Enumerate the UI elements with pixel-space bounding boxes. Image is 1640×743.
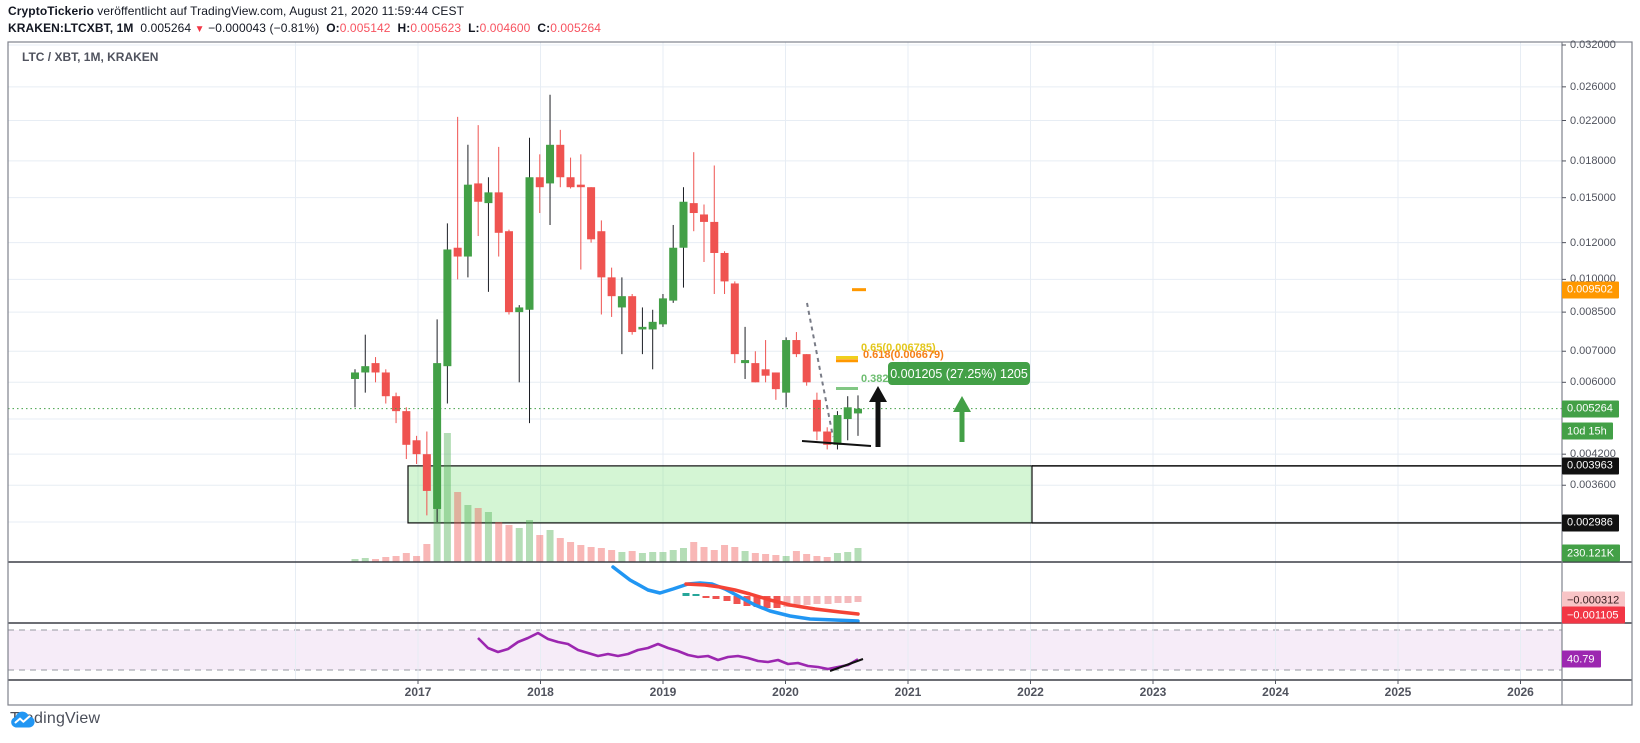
time-axis-year: 2020 (772, 685, 799, 699)
open-label: O: (326, 21, 340, 35)
time-axis-year: 2026 (1507, 685, 1534, 699)
time-axis-year: 2021 (894, 685, 922, 699)
time-axis-year: 2019 (649, 685, 677, 699)
fib-retracement-levels[interactable] (836, 288, 866, 390)
time-axis-year: 2017 (404, 685, 432, 699)
price-axis-badge: −0.000312 (1562, 591, 1626, 609)
time-axis-year: 2025 (1384, 685, 1412, 699)
low-label: L: (468, 21, 480, 35)
high-value: 0.005623 (410, 21, 462, 35)
demand-zone-box[interactable] (407, 465, 1562, 524)
rsi-line (477, 631, 859, 671)
price-axis-badge: 0.005264 (1562, 400, 1619, 418)
open-value: 0.005142 (339, 21, 391, 35)
publisher-name: CryptoTickerio (8, 4, 94, 18)
price-axis-label: 0.012000 (1570, 236, 1616, 249)
axis-ticks (417, 44, 1566, 684)
support-trendline[interactable] (801, 440, 872, 447)
measure-tooltip[interactable]: 0.001205 (27.25%) 1205 (888, 362, 1030, 385)
last-price: 0.005264 (140, 21, 192, 35)
close-value: 0.005264 (550, 21, 602, 35)
time-axis-year: 2018 (527, 685, 554, 699)
time-axis-year: 2022 (1017, 685, 1044, 699)
down-triangle-icon: ▼ (194, 24, 205, 35)
close-label: C: (537, 21, 551, 35)
macd-signal-line (611, 565, 860, 623)
chart-border (7, 41, 1633, 706)
price-axis-badge: 0.009502 (1562, 281, 1619, 299)
price-axis-label: 0.026000 (1570, 80, 1616, 93)
green-up-arrow[interactable] (953, 396, 971, 442)
price-axis-label: 0.006000 (1570, 376, 1616, 389)
price-change: −0.000043 (−0.81%) (208, 21, 320, 35)
price-axis-label: 0.015000 (1570, 191, 1616, 204)
time-axis-year: 2023 (1139, 685, 1167, 699)
symbol-title[interactable]: KRAKEN:LTCXBT, 1M (8, 21, 134, 35)
price-axis-label: 0.032000 (1570, 39, 1616, 51)
candles[interactable] (351, 94, 862, 522)
price-axis-label: 0.007000 (1570, 345, 1616, 358)
dashed-trendline[interactable] (806, 302, 834, 438)
price-axis-badge: −0.001105 (1562, 606, 1625, 624)
fib-level-label: 0.618(0.006679) (863, 349, 944, 361)
price-axis-badge: 0.002986 (1562, 514, 1619, 532)
tradingview-cloud-icon (11, 711, 35, 728)
price-axis-badge: 40.79 (1562, 650, 1601, 668)
high-label: H: (397, 21, 411, 35)
price-axis-label: 0.008500 (1570, 306, 1616, 319)
pane-dividers[interactable] (8, 561, 1632, 681)
chart-legend-title[interactable]: LTC / XBT, 1M, KRAKEN (22, 50, 159, 64)
price-axis-badge: 230.121K (1562, 544, 1621, 562)
macd-line (684, 582, 860, 616)
footer-logo[interactable]: TradingView (10, 710, 100, 728)
symbol-line: KRAKEN:LTCXBT, 1M 0.005264 ▼ −0.000043 (… (8, 21, 601, 35)
time-axis-year: 2024 (1262, 685, 1289, 699)
low-value: 0.004600 (479, 21, 531, 35)
publisher-rest: veröffentlicht auf TradingView.com, Augu… (93, 4, 465, 18)
price-axis-label: 0.004200 (1570, 448, 1616, 461)
price-axis-label: 0.022000 (1570, 114, 1616, 127)
rsi-trendline[interactable] (829, 658, 864, 672)
price-axis-label: 0.003600 (1570, 479, 1616, 492)
price-axis-badge: 0.003963 (1562, 457, 1619, 475)
black-up-arrow[interactable] (869, 386, 887, 447)
publisher-line: CryptoTickerio veröffentlicht auf Tradin… (8, 4, 464, 18)
fib-level-label: 0.65(0.006785) (861, 342, 936, 354)
price-axis-label: 0.018000 (1570, 154, 1616, 167)
price-axis-badge: 10d 15h (1562, 422, 1613, 440)
